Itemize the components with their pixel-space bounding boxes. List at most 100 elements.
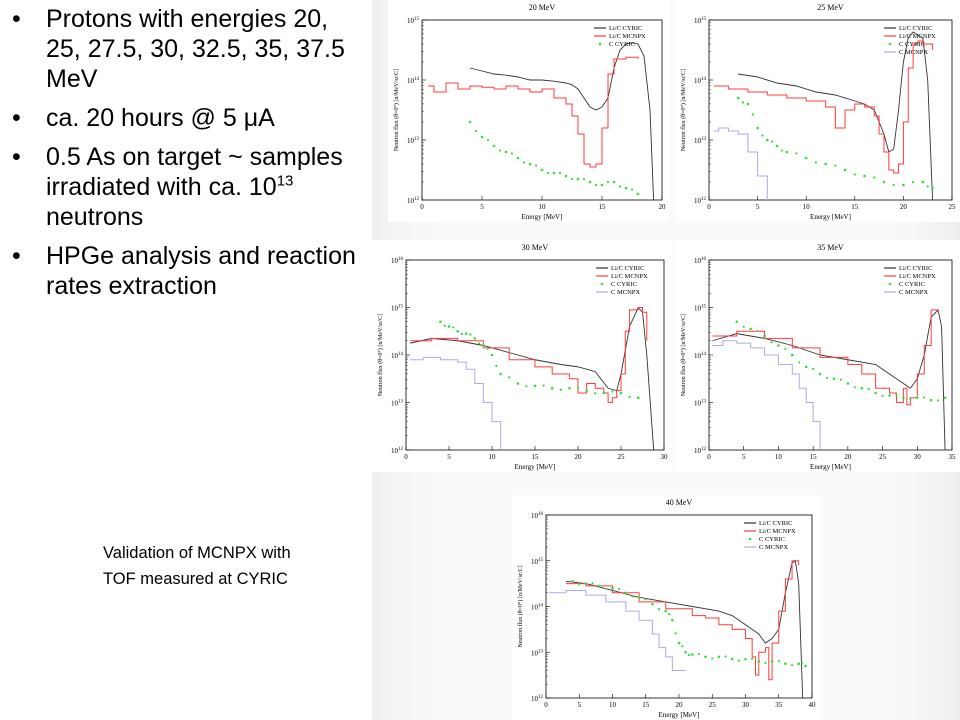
point-c-cyric — [863, 174, 866, 178]
point-c-cyric — [468, 120, 472, 124]
point-c-cyric — [895, 393, 898, 397]
x-tick-label: 0 — [404, 453, 408, 461]
point-c-cyric — [504, 150, 508, 154]
x-tick-label: 25 — [709, 701, 717, 709]
legend-swatch — [888, 42, 892, 46]
y-tick-label: 1015 — [531, 558, 544, 566]
y-axis-label: Neutron flux (θ=0°) [n/MeV/sr/C] — [517, 565, 524, 647]
point-c-cyric — [644, 598, 647, 601]
point-c-cyric — [482, 344, 485, 347]
x-tick-label: 15 — [599, 203, 607, 211]
point-c-cyric — [711, 657, 714, 660]
point-c-cyric — [874, 391, 877, 395]
series-li-c-cyric — [712, 308, 946, 451]
legend-entry: C CYRIC — [759, 536, 785, 543]
x-axis-label: Energy [MeV] — [515, 463, 556, 471]
point-c-cyric — [510, 152, 514, 155]
chart-title: 25 MeV — [817, 3, 844, 12]
point-c-cyric — [756, 329, 759, 333]
point-c-cyric — [736, 96, 740, 100]
point-c-cyric — [926, 185, 929, 188]
y-tick-label: 1012 — [531, 695, 544, 703]
point-c-cyric — [480, 135, 484, 139]
point-c-cyric — [525, 385, 528, 388]
point-c-cyric — [775, 144, 779, 148]
x-tick-label: 15 — [851, 203, 859, 211]
point-c-cyric — [611, 390, 614, 393]
point-c-cyric — [929, 398, 933, 402]
y-tick-label: 1014 — [407, 77, 420, 85]
point-c-cyric — [742, 325, 745, 328]
point-c-cyric — [777, 659, 780, 663]
chart-panel-35mev: 35 MeV 0 5 10 15 20 25 30 35 1012 1013 1014 1015 1016… — [675, 240, 960, 472]
point-c-cyric — [606, 180, 610, 184]
x-tick-label: 30 — [661, 453, 669, 461]
x-tick-label: 15 — [642, 701, 650, 709]
y-tick-label: 1014 — [694, 352, 707, 360]
legend-entry: C CYRIC — [899, 41, 925, 48]
point-c-cyric — [456, 329, 459, 333]
point-c-cyric — [542, 384, 545, 387]
series-li-c-mcnpx — [713, 40, 934, 174]
point-c-cyric — [785, 150, 789, 154]
point-c-cyric — [498, 149, 502, 152]
x-tick-label: 25 — [879, 453, 887, 461]
legend-entry: C MCNPX — [899, 289, 928, 296]
x-tick-label: 0 — [707, 203, 711, 211]
y-tick-label: 1013 — [407, 137, 420, 145]
point-c-cyric — [591, 582, 594, 585]
chart-title: 30 MeV — [522, 243, 549, 252]
point-c-cyric — [611, 586, 614, 590]
point-c-cyric — [814, 161, 818, 164]
x-tick-label: 35 — [949, 453, 957, 461]
point-c-cyric — [853, 173, 856, 176]
point-c-cyric — [677, 641, 681, 645]
legend-swatch — [888, 282, 892, 286]
point-c-cyric — [588, 180, 592, 184]
point-c-cyric — [751, 657, 754, 660]
point-c-cyric — [749, 327, 752, 331]
point-c-cyric — [584, 582, 588, 585]
bullet-item: • HPGe analysis and reaction rates extrac… — [6, 241, 366, 301]
point-c-cyric — [704, 655, 707, 659]
point-c-cyric — [671, 618, 674, 622]
bullet-dot: • — [12, 242, 21, 270]
point-c-cyric — [764, 661, 767, 664]
bullet-dot: • — [12, 5, 21, 33]
y-tick-label: 1013 — [391, 400, 404, 408]
legend-entry: Li/C MCNPX — [899, 33, 936, 40]
point-c-cyric — [800, 662, 804, 665]
legend-entry: C MCNPX — [759, 544, 788, 551]
point-c-cyric — [594, 183, 598, 187]
point-c-cyric — [724, 655, 727, 658]
point-c-cyric — [564, 174, 568, 178]
point-c-cyric — [915, 396, 919, 400]
x-tick-label: 20 — [844, 453, 852, 461]
x-tick-label: 5 — [447, 453, 451, 461]
chart-panel-20mev: 20 MeV 0 5 10 15 20 1012 1013 1014 1015 Energy [Me… — [388, 0, 670, 222]
legend-swatch — [598, 42, 602, 46]
point-c-cyric — [921, 180, 925, 184]
point-c-cyric — [804, 365, 808, 369]
chart-panel-30mev: 30 MeV 0 5 10 15 20 25 30 1012 1013 1014 1015 1016 En… — [372, 240, 672, 472]
point-c-cyric — [832, 377, 836, 381]
point-c-cyric — [597, 584, 601, 588]
y-axis-label: Neutron flux (θ=0°) [n/MeV/sr/C] — [393, 69, 400, 151]
point-c-cyric — [552, 171, 556, 175]
series-c-mcnpx — [549, 589, 686, 672]
x-tick-label: 10 — [609, 701, 617, 709]
point-c-cyric — [902, 396, 905, 400]
bullet-text: 0.5 As on target ~ samples irradiated wi… — [46, 143, 343, 201]
point-c-cyric — [630, 188, 634, 191]
point-c-cyric — [624, 186, 628, 190]
point-c-cyric — [571, 580, 574, 583]
point-c-cyric — [797, 662, 800, 665]
x-tick-label: 15 — [532, 453, 540, 461]
point-c-cyric — [516, 156, 520, 160]
x-tick-label: 40 — [809, 701, 817, 709]
x-axis-label: Energy [MeV] — [522, 213, 563, 221]
y-tick-label: 1016 — [391, 257, 404, 265]
point-c-cyric — [770, 341, 773, 344]
